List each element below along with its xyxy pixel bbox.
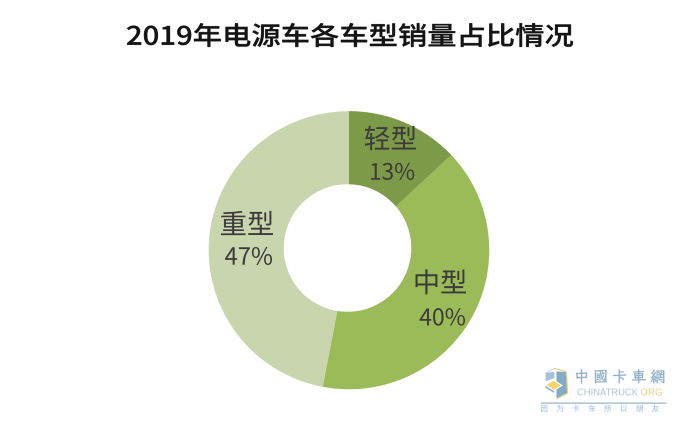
svg-text:ORG: ORG — [641, 386, 663, 398]
svg-text:CHINATRUCK: CHINATRUCK — [577, 386, 638, 398]
